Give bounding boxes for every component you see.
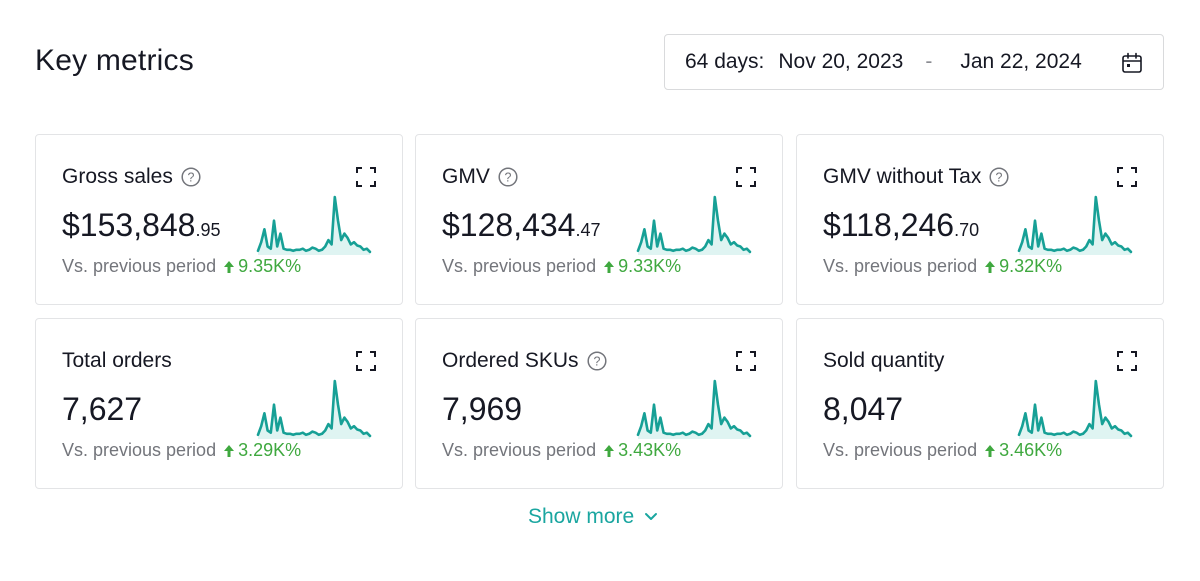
change-value: 9.35K% xyxy=(238,256,302,276)
metric-value-cents: .70 xyxy=(954,220,980,240)
comparison-label: Vs. previous period xyxy=(62,256,217,276)
change-value: 9.32K% xyxy=(999,256,1063,276)
expand-icon[interactable] xyxy=(736,167,756,187)
change-badge: 3.29K% xyxy=(224,440,301,461)
expand-icon[interactable] xyxy=(736,351,756,371)
sparkline-line xyxy=(636,195,752,254)
change-value: 3.46K% xyxy=(999,440,1063,460)
metric-value-main: 7,627 xyxy=(62,391,143,427)
change-value: 3.29K% xyxy=(238,440,302,460)
metric-value-cents: .47 xyxy=(575,220,601,240)
metric-value: $153,848.95 xyxy=(62,206,221,249)
metric-title-label: GMV xyxy=(442,165,490,188)
sparkline-line xyxy=(256,195,372,254)
svg-text:?: ? xyxy=(504,171,511,185)
change-badge: 3.46K% xyxy=(985,440,1062,461)
page-title: Key metrics xyxy=(35,44,194,77)
change-badge: 3.43K% xyxy=(604,440,681,461)
comparison-label: Vs. previous period xyxy=(442,440,597,460)
metric-card-gmv-without-tax[interactable]: GMV without Tax? $118,246.70 Vs. previous … xyxy=(796,134,1164,305)
change-badge: 9.35K% xyxy=(224,256,301,277)
metric-value-main: $128,434 xyxy=(442,207,576,243)
metric-value: 7,969 xyxy=(442,390,522,433)
sparkline-line xyxy=(636,379,752,438)
change-badge: 9.32K% xyxy=(985,256,1062,277)
arrow-up-icon xyxy=(224,444,235,457)
metric-title: GMV without Tax? xyxy=(823,165,1009,189)
metric-title: Ordered SKUs? xyxy=(442,349,607,373)
sparkline-chart xyxy=(1017,379,1133,439)
metric-title: Sold quantity xyxy=(823,349,944,373)
metric-comparison: Vs. previous period 3.46K% xyxy=(823,440,1062,461)
sparkline-chart xyxy=(636,195,752,255)
sparkline-line xyxy=(1017,379,1133,438)
metric-comparison: Vs. previous period 9.35K% xyxy=(62,256,301,277)
metric-value: 8,047 xyxy=(823,390,903,433)
comparison-label: Vs. previous period xyxy=(442,256,597,276)
calendar-icon[interactable] xyxy=(1121,52,1143,74)
arrow-up-icon xyxy=(604,260,615,273)
metric-title-label: Sold quantity xyxy=(823,349,945,372)
help-icon[interactable]: ? xyxy=(587,351,607,371)
metric-title: Gross sales? xyxy=(62,165,201,189)
metric-value: $118,246.70 xyxy=(823,206,979,249)
metric-title-label: GMV without Tax xyxy=(823,165,982,188)
arrow-up-icon xyxy=(985,260,996,273)
metric-card-gmv[interactable]: GMV? $128,434.47 Vs. previous period 9.33K% xyxy=(415,134,783,305)
comparison-label: Vs. previous period xyxy=(823,256,978,276)
metric-card-ordered-skus[interactable]: Ordered SKUs? 7,969 Vs. previous period 3.4… xyxy=(415,318,783,489)
help-icon[interactable]: ? xyxy=(989,167,1009,187)
comparison-label: Vs. previous period xyxy=(62,440,217,460)
expand-icon[interactable] xyxy=(356,167,376,187)
chevron-down-icon xyxy=(645,513,658,520)
metric-value: 7,627 xyxy=(62,390,142,433)
metric-value-cents: .95 xyxy=(195,220,221,240)
metric-card-gross-sales[interactable]: Gross sales? $153,848.95 Vs. previous peri… xyxy=(35,134,403,305)
date-range-separator: - xyxy=(925,50,933,73)
metric-value-main: $153,848 xyxy=(62,207,196,243)
metric-title-label: Gross sales xyxy=(62,165,173,188)
metric-title: GMV? xyxy=(442,165,518,189)
metric-comparison: Vs. previous period 9.33K% xyxy=(442,256,681,277)
date-range-end[interactable]: Jan 22, 2024 xyxy=(960,50,1082,73)
sparkline-chart xyxy=(256,379,372,439)
change-badge: 9.33K% xyxy=(604,256,681,277)
date-range-picker[interactable]: 64 days: Nov 20, 2023 - Jan 22, 2024 xyxy=(664,34,1164,90)
date-range-start[interactable]: Nov 20, 2023 xyxy=(778,50,904,73)
metric-comparison: Vs. previous period 3.29K% xyxy=(62,440,301,461)
change-value: 9.33K% xyxy=(618,256,682,276)
help-icon[interactable]: ? xyxy=(181,167,201,187)
arrow-up-icon xyxy=(224,260,235,273)
metric-card-total-orders[interactable]: Total orders 7,627 Vs. previous period 3.29… xyxy=(35,318,403,489)
expand-icon[interactable] xyxy=(1117,351,1137,371)
metric-card-sold-quantity[interactable]: Sold quantity 8,047 Vs. previous period 3.4… xyxy=(796,318,1164,489)
sparkline-line xyxy=(256,379,372,438)
metric-value: $128,434.47 xyxy=(442,206,601,249)
comparison-label: Vs. previous period xyxy=(823,440,978,460)
change-value: 3.43K% xyxy=(618,440,682,460)
svg-text:?: ? xyxy=(996,171,1003,185)
sparkline-line xyxy=(1017,195,1133,254)
metric-title: Total orders xyxy=(62,349,172,373)
date-range-days: 64 days: xyxy=(685,50,765,73)
metric-value-main: 8,047 xyxy=(823,391,904,427)
svg-text:?: ? xyxy=(593,355,600,369)
metric-comparison: Vs. previous period 3.43K% xyxy=(442,440,681,461)
expand-icon[interactable] xyxy=(356,351,376,371)
metric-comparison: Vs. previous period 9.32K% xyxy=(823,256,1062,277)
show-more-label: Show more xyxy=(528,505,635,528)
sparkline-chart xyxy=(636,379,752,439)
metric-title-label: Total orders xyxy=(62,349,172,372)
metric-value-main: 7,969 xyxy=(442,391,523,427)
expand-icon[interactable] xyxy=(1117,167,1137,187)
help-icon[interactable]: ? xyxy=(498,167,518,187)
arrow-up-icon xyxy=(985,444,996,457)
show-more-button[interactable]: Show more xyxy=(528,505,658,529)
sparkline-chart xyxy=(1017,195,1133,255)
sparkline-chart xyxy=(256,195,372,255)
arrow-up-icon xyxy=(604,444,615,457)
svg-text:?: ? xyxy=(187,171,194,185)
metric-value-main: $118,246 xyxy=(823,207,955,243)
metric-title-label: Ordered SKUs xyxy=(442,349,579,372)
